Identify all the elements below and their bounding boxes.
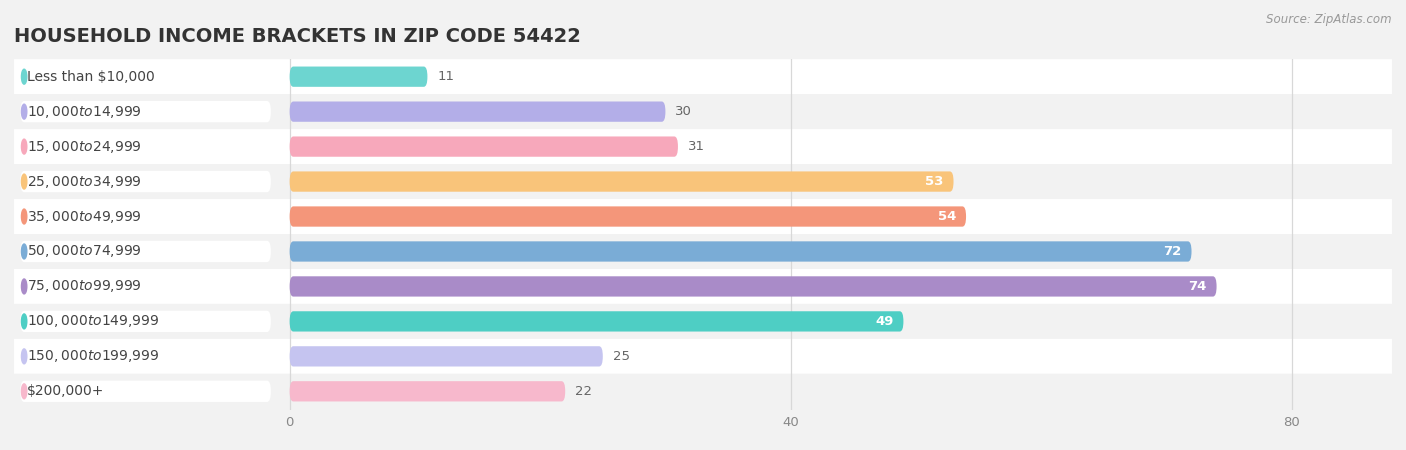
Text: Less than $10,000: Less than $10,000 — [27, 70, 155, 84]
Circle shape — [21, 139, 27, 154]
Circle shape — [21, 384, 27, 399]
Text: $150,000 to $199,999: $150,000 to $199,999 — [27, 348, 160, 364]
FancyBboxPatch shape — [290, 136, 678, 157]
Text: 49: 49 — [875, 315, 893, 328]
FancyBboxPatch shape — [14, 234, 1392, 269]
Circle shape — [21, 244, 27, 259]
Circle shape — [21, 279, 27, 294]
FancyBboxPatch shape — [290, 102, 665, 122]
FancyBboxPatch shape — [14, 339, 1392, 374]
Text: 11: 11 — [437, 70, 454, 83]
Text: 22: 22 — [575, 385, 592, 398]
FancyBboxPatch shape — [14, 269, 1392, 304]
FancyBboxPatch shape — [14, 199, 1392, 234]
Text: 53: 53 — [925, 175, 943, 188]
FancyBboxPatch shape — [20, 136, 271, 157]
Text: 31: 31 — [688, 140, 704, 153]
FancyBboxPatch shape — [20, 101, 271, 122]
FancyBboxPatch shape — [290, 346, 603, 366]
FancyBboxPatch shape — [20, 66, 271, 87]
FancyBboxPatch shape — [20, 171, 271, 192]
FancyBboxPatch shape — [14, 129, 1392, 164]
Text: 30: 30 — [675, 105, 692, 118]
Text: 25: 25 — [613, 350, 630, 363]
Text: $35,000 to $49,999: $35,000 to $49,999 — [27, 208, 142, 225]
Text: $50,000 to $74,999: $50,000 to $74,999 — [27, 243, 142, 260]
Text: $200,000+: $200,000+ — [27, 384, 104, 398]
Text: $100,000 to $149,999: $100,000 to $149,999 — [27, 313, 160, 329]
Circle shape — [21, 314, 27, 329]
Circle shape — [21, 69, 27, 84]
FancyBboxPatch shape — [290, 67, 427, 87]
FancyBboxPatch shape — [14, 94, 1392, 129]
Circle shape — [21, 104, 27, 119]
Text: Source: ZipAtlas.com: Source: ZipAtlas.com — [1267, 14, 1392, 27]
FancyBboxPatch shape — [14, 304, 1392, 339]
FancyBboxPatch shape — [290, 276, 1216, 297]
FancyBboxPatch shape — [290, 207, 966, 227]
FancyBboxPatch shape — [290, 381, 565, 401]
FancyBboxPatch shape — [290, 311, 904, 332]
Text: 72: 72 — [1163, 245, 1181, 258]
Circle shape — [21, 349, 27, 364]
FancyBboxPatch shape — [290, 241, 1191, 261]
FancyBboxPatch shape — [290, 171, 953, 192]
Text: $75,000 to $99,999: $75,000 to $99,999 — [27, 279, 142, 294]
Text: $10,000 to $14,999: $10,000 to $14,999 — [27, 104, 142, 120]
Text: 54: 54 — [938, 210, 956, 223]
FancyBboxPatch shape — [14, 59, 1392, 94]
Text: $25,000 to $34,999: $25,000 to $34,999 — [27, 174, 142, 189]
FancyBboxPatch shape — [14, 374, 1392, 409]
Text: $15,000 to $24,999: $15,000 to $24,999 — [27, 139, 142, 155]
FancyBboxPatch shape — [20, 311, 271, 332]
FancyBboxPatch shape — [20, 241, 271, 262]
FancyBboxPatch shape — [14, 164, 1392, 199]
FancyBboxPatch shape — [20, 381, 271, 402]
Circle shape — [21, 174, 27, 189]
Text: HOUSEHOLD INCOME BRACKETS IN ZIP CODE 54422: HOUSEHOLD INCOME BRACKETS IN ZIP CODE 54… — [14, 27, 581, 46]
FancyBboxPatch shape — [20, 206, 271, 227]
Circle shape — [21, 209, 27, 224]
FancyBboxPatch shape — [20, 276, 271, 297]
FancyBboxPatch shape — [20, 346, 271, 367]
Text: 74: 74 — [1188, 280, 1206, 293]
